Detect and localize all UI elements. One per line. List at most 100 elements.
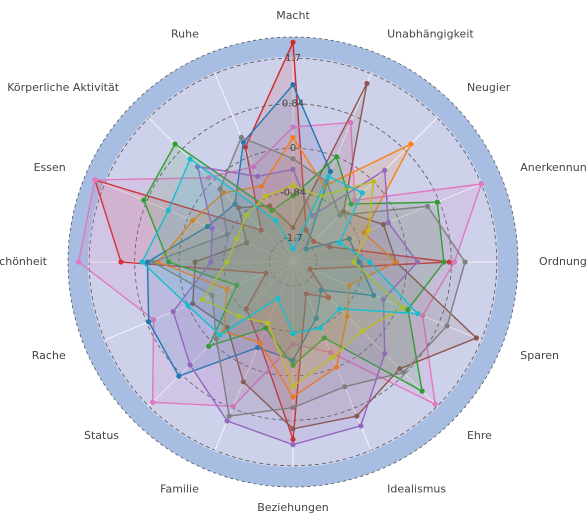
data-point (434, 199, 440, 205)
data-point (217, 186, 223, 192)
data-point (240, 379, 246, 385)
data-point (393, 259, 399, 265)
data-point (190, 300, 196, 307)
data-point (273, 217, 279, 224)
data-point (361, 230, 367, 236)
axis-label: Rache (32, 349, 66, 362)
data-point (187, 362, 193, 368)
axis-label: Macht (276, 9, 310, 22)
spoke (292, 116, 439, 263)
data-point (290, 383, 296, 390)
data-point (209, 292, 215, 299)
data-point (451, 259, 458, 265)
data-point (290, 426, 296, 432)
data-point (263, 325, 269, 331)
data-point (397, 366, 403, 372)
data-point (243, 240, 250, 246)
data-point (224, 232, 230, 238)
data-point (446, 259, 452, 265)
data-point (236, 205, 242, 211)
data-point (327, 349, 334, 356)
data-point (352, 197, 358, 203)
data-point (325, 173, 332, 180)
data-point (400, 369, 407, 376)
data-point (75, 259, 82, 265)
data-point (206, 343, 212, 349)
data-point (165, 259, 172, 265)
data-point (307, 266, 313, 272)
spoke (103, 261, 294, 341)
data-point (473, 335, 480, 341)
spoke (292, 261, 439, 408)
data-point (309, 212, 315, 219)
data-point (371, 292, 377, 299)
data-point (303, 291, 309, 297)
axis-label: Unabhängigkeit (387, 28, 474, 41)
data-point (333, 364, 340, 370)
data-point (226, 413, 232, 419)
data-point (150, 259, 156, 265)
data-point (290, 246, 296, 252)
data-point (385, 219, 391, 226)
data-point (224, 418, 230, 424)
axis-label: Schönheit (0, 255, 48, 268)
data-point (213, 336, 219, 342)
data-point (254, 173, 261, 180)
spoke (292, 261, 483, 341)
data-point (290, 436, 296, 442)
data-point (234, 236, 240, 242)
data-point (243, 306, 249, 312)
outer-border (67, 36, 519, 488)
data-point (269, 208, 275, 214)
data-point (351, 259, 357, 265)
data-point (356, 259, 362, 265)
r-tick-label: -1.7 (283, 233, 303, 244)
data-point (462, 259, 468, 265)
data-point (414, 259, 421, 265)
axis-label: Ordnung (539, 255, 587, 268)
data-point (217, 332, 223, 338)
data-point (165, 207, 171, 213)
data-point (342, 384, 348, 390)
data-point (267, 203, 273, 209)
data-point (118, 259, 124, 265)
data-point (405, 307, 411, 313)
data-point (290, 394, 296, 400)
axis-label: Körperliche Aktivität (7, 81, 119, 94)
data-point (192, 259, 198, 265)
data-point (290, 357, 296, 363)
data-point (318, 287, 324, 293)
data-point (327, 244, 333, 250)
axis-label: Beziehungen (257, 501, 329, 514)
data-point (419, 388, 425, 394)
data-point (336, 240, 343, 246)
data-point (329, 354, 336, 360)
data-point (344, 313, 350, 319)
data-point (400, 304, 406, 311)
data-point (303, 227, 309, 233)
data-point (240, 139, 246, 145)
data-point (190, 217, 196, 224)
data-point (290, 39, 296, 45)
axis-label: Ruhe (171, 28, 199, 41)
data-point (187, 156, 193, 162)
data-point (310, 238, 317, 245)
axis-label: Sparen (520, 349, 559, 362)
data-point (234, 282, 240, 288)
data-point (333, 154, 340, 160)
data-point (206, 175, 212, 181)
axis-label: Idealismus (387, 482, 446, 495)
data-point (263, 270, 269, 276)
data-point (209, 225, 215, 232)
data-point (370, 178, 377, 185)
data-point (204, 223, 211, 230)
data-point (150, 399, 156, 405)
data-point (290, 124, 296, 130)
data-point (382, 167, 388, 173)
data-point (290, 330, 296, 337)
data-point (321, 335, 328, 341)
data-point (380, 296, 387, 303)
data-point (327, 168, 334, 175)
data-point (199, 296, 206, 303)
